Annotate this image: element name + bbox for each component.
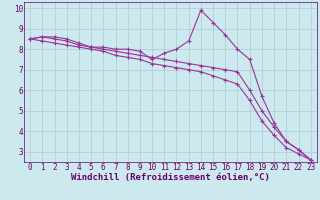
X-axis label: Windchill (Refroidissement éolien,°C): Windchill (Refroidissement éolien,°C) bbox=[71, 173, 270, 182]
